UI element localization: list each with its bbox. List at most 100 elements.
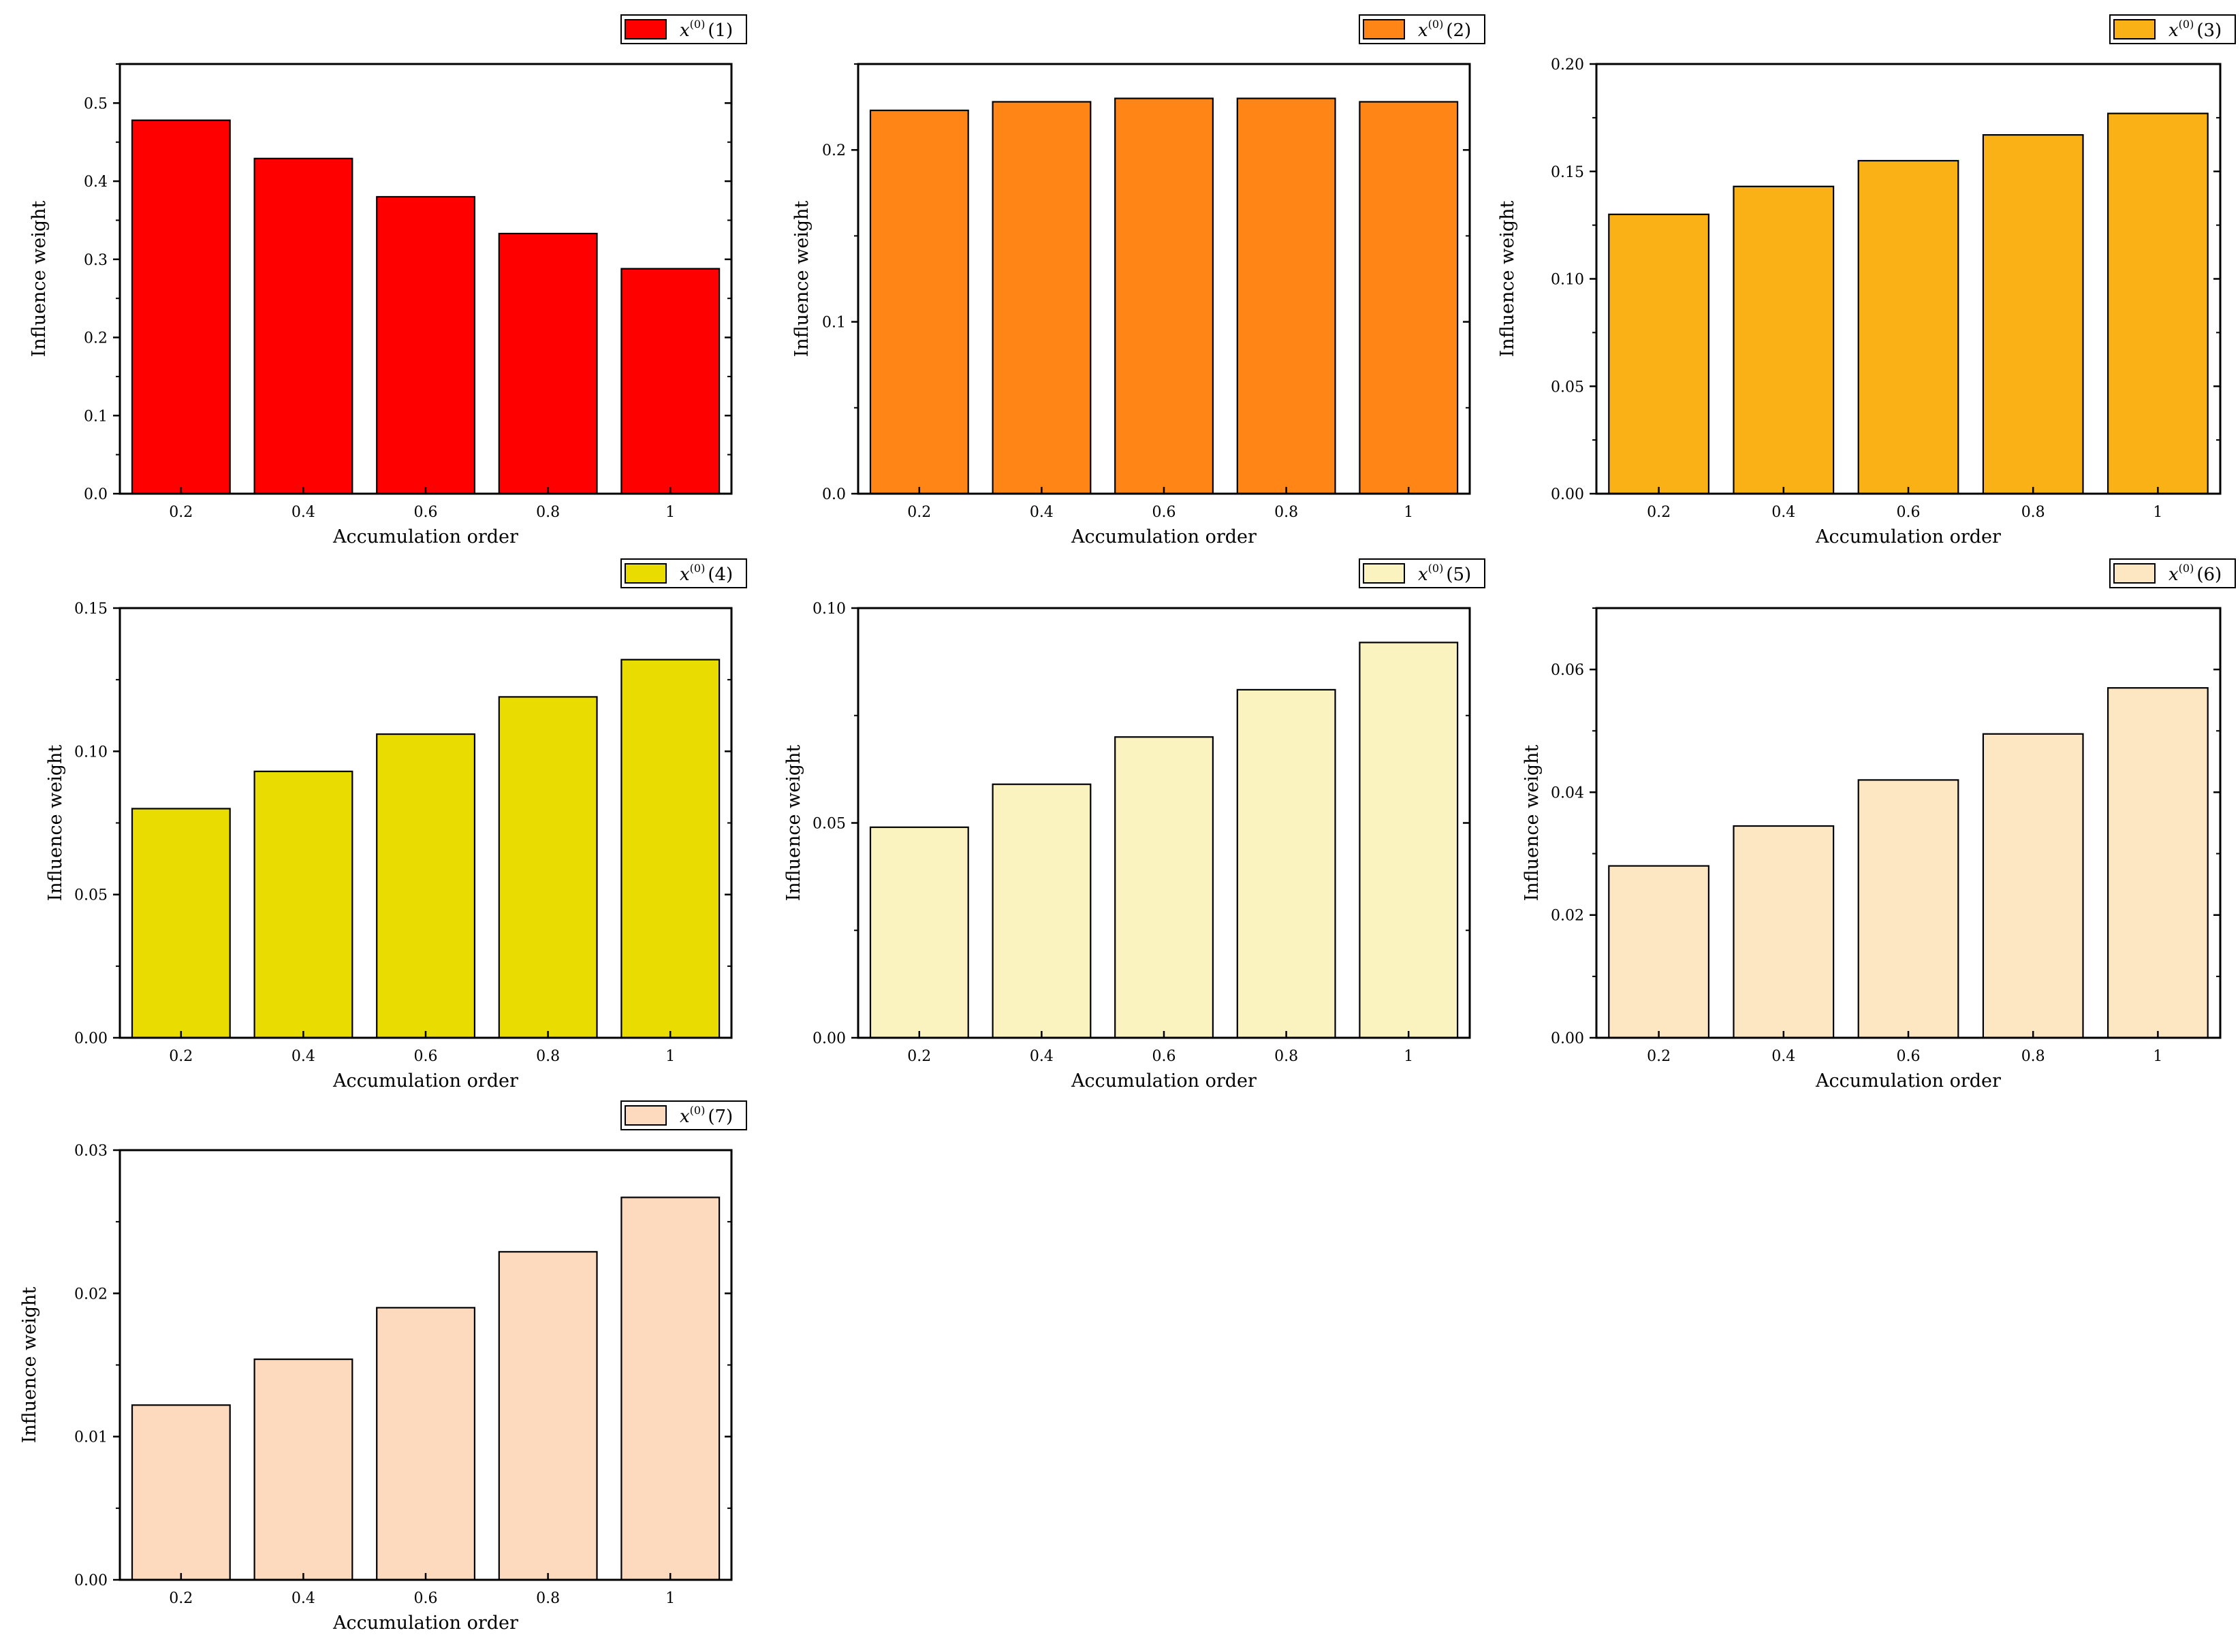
bar-1 [620,658,721,1039]
x-tick-label: 1 [665,504,675,521]
bar-1 [620,1196,721,1581]
chart-panel-1: 0.0 0.1 0.2 0.3 0.4 0.5 0.2 0.4 0.6 0.8 1 Accumulat… [29,14,747,547]
y-tick-label: 0.05 [1551,379,1584,396]
x-tick-label: 0.4 [1771,504,1795,521]
y-tick-label: 0.10 [813,601,846,618]
x-tick-label: 0.4 [1030,1048,1054,1065]
y-tick-label: 0.10 [1551,272,1584,289]
y-tick-label: 0.15 [1551,164,1584,181]
y-tick-label: 0.20 [1551,57,1584,74]
legend-label: x(0) (4) [680,562,733,585]
y-tick-label: 0.00 [1551,1030,1584,1047]
bar-0.2 [131,808,231,1039]
chart-panel-5: 0.00 0.05 0.10 0.2 0.4 0.6 0.8 1 Accumulation or… [783,558,1485,1092]
x-tick-label: 0.8 [536,1048,560,1065]
x-tick-label: 1 [2153,504,2162,521]
y-tick-label: 0.05 [813,816,846,833]
y-tick-label: 0.05 [74,887,108,904]
legend-swatch [625,563,667,584]
legend-label: x(0) (7) [680,1104,733,1127]
y-tick-label: 0.0 [822,486,846,503]
legend-swatch [1363,563,1405,584]
y-tick-label: 0.00 [74,1030,108,1047]
x-tick-label: 1 [2153,1048,2162,1065]
x-tick-label: 0.8 [536,504,560,521]
legend-label: x(0) (2) [1418,18,1471,41]
x-tick-label: 0.6 [414,504,438,521]
x-tick-label: 0.2 [907,504,931,521]
x-tick-label: 0.8 [1274,504,1298,521]
bar-0.8 [1236,97,1336,495]
y-tick-label: 0.10 [74,744,108,761]
x-tick-label: 0.2 [169,504,193,521]
x-axis-title: Accumulation order [332,1613,518,1634]
x-tick-label: 0.6 [414,1590,438,1607]
bar-0.8 [1982,733,2084,1039]
legend-swatch [1363,19,1405,39]
x-tick-label: 0.2 [1647,1048,1671,1065]
x-tick-label: 0.6 [1152,1048,1176,1065]
y-tick-label: 0.06 [1551,662,1584,679]
bar-0.6 [1114,736,1214,1039]
x-tick-label: 0.4 [291,1590,315,1607]
bar-0.4 [253,770,353,1039]
bar-0.6 [376,1307,476,1581]
legend-label: x(0) (3) [2168,18,2222,41]
bar-0.2 [869,110,969,495]
x-tick-label: 0.4 [1030,504,1054,521]
y-axis-title: Influence weight [1497,200,1518,357]
bar-1 [1359,101,1459,495]
bar-0.2 [131,119,231,495]
x-tick-label: 1 [665,1590,675,1607]
bar-0.4 [1733,185,1835,495]
x-tick-label: 0.8 [536,1590,560,1607]
y-tick-label: 0.00 [74,1572,108,1589]
bar-0.6 [376,733,476,1039]
x-tick-label: 0.2 [907,1048,931,1065]
bar-1 [620,268,721,495]
chart-panel-6: 0.00 0.02 0.04 0.06 0.2 0.4 0.6 0.8 1 Accumulatio… [1521,558,2236,1092]
x-axis-title: Accumulation order [1071,526,1257,547]
y-axis-title: Influence weight [29,200,50,357]
bar-0.8 [1236,688,1336,1039]
bar-1 [1359,641,1459,1039]
y-tick-label: 0.3 [84,252,108,269]
x-tick-label: 0.8 [2021,1048,2045,1065]
y-axis-title: Influence weight [45,744,66,901]
legend-swatch [2113,19,2156,39]
x-tick-label: 0.8 [2021,504,2045,521]
x-axis-title: Accumulation order [1815,526,2001,547]
bar-0.4 [253,157,353,495]
bar-0.4 [992,101,1092,495]
chart-panel-7: 0.00 0.01 0.02 0.03 0.2 0.4 0.6 0.8 1 Accumulatio… [19,1100,747,1634]
bar-0.6 [1857,779,1959,1039]
bar-0.8 [498,1251,598,1581]
x-axis-title: Accumulation order [1815,1070,2001,1092]
y-tick-label: 0.2 [84,330,108,347]
x-tick-label: 0.4 [1771,1048,1795,1065]
x-axis-title: Accumulation order [332,1070,518,1092]
y-tick-label: 0.00 [1551,486,1584,503]
x-tick-label: 0.4 [291,1048,315,1065]
bar-0.8 [498,232,598,495]
legend-label: x(0) (1) [680,18,733,41]
bar-0.6 [1857,159,1959,495]
bar-0.8 [1982,134,2084,495]
chart-panel-4: 0.00 0.05 0.10 0.15 0.2 0.4 0.6 0.8 1 Accumulatio… [45,558,747,1092]
bar-0.8 [498,696,598,1039]
legend-swatch [2113,563,2156,584]
x-tick-label: 1 [1404,1048,1413,1065]
x-tick-label: 0.2 [169,1048,193,1065]
legend-swatch [625,19,667,39]
y-axis-title: Influence weight [19,1286,40,1443]
bar-0.4 [992,783,1092,1039]
y-tick-label: 0.1 [84,408,108,425]
x-tick-label: 0.8 [1274,1048,1298,1065]
legend-swatch [625,1105,667,1126]
bar-0.4 [253,1358,353,1581]
y-tick-label: 0.02 [1551,908,1584,925]
bar-0.2 [869,826,969,1039]
x-axis-title: Accumulation order [332,526,518,547]
